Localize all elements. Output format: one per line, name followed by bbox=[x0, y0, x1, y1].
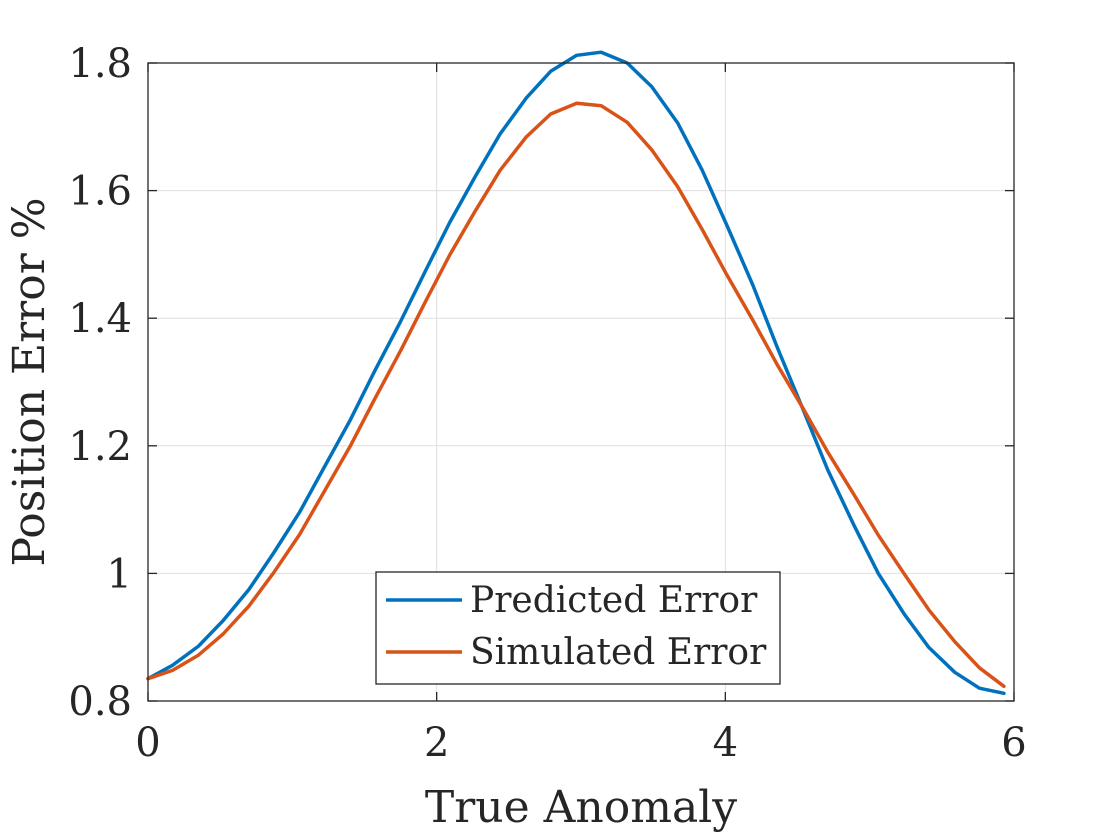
plot-area bbox=[146, 50, 1006, 696]
y-tick-label: 1.8 bbox=[68, 41, 132, 87]
tick-marks bbox=[147, 62, 1015, 702]
y-tick-label: 0.8 bbox=[68, 679, 132, 725]
axes-frame bbox=[147, 62, 1015, 702]
predicted-error-line bbox=[146, 50, 1006, 696]
legend-label-simulated-error: Simulated Error bbox=[470, 632, 767, 673]
x-tick-label: 2 bbox=[424, 720, 449, 766]
y-axis-label: Position Error % bbox=[4, 197, 55, 566]
y-tick-label: 1.2 bbox=[68, 424, 132, 470]
y-tick-label: 1.6 bbox=[68, 169, 132, 215]
x-tick-labels: 0 2 4 6 bbox=[135, 720, 1026, 766]
x-tick-label: 6 bbox=[1001, 720, 1026, 766]
y-tick-label: 1 bbox=[107, 551, 132, 597]
x-tick-label: 0 bbox=[135, 720, 160, 766]
legend: Predicted Error Simulated Error bbox=[375, 571, 781, 685]
y-tick-labels: 0.8 1 1.2 1.4 1.6 1.8 bbox=[68, 41, 132, 725]
y-tick-label: 1.4 bbox=[68, 296, 132, 342]
x-axis-label: True Anomaly bbox=[425, 782, 737, 833]
legend-label-predicted-error: Predicted Error bbox=[470, 580, 758, 621]
x-tick-label: 4 bbox=[713, 720, 738, 766]
simulated-error-line bbox=[146, 101, 1006, 689]
legend-box bbox=[375, 571, 781, 685]
